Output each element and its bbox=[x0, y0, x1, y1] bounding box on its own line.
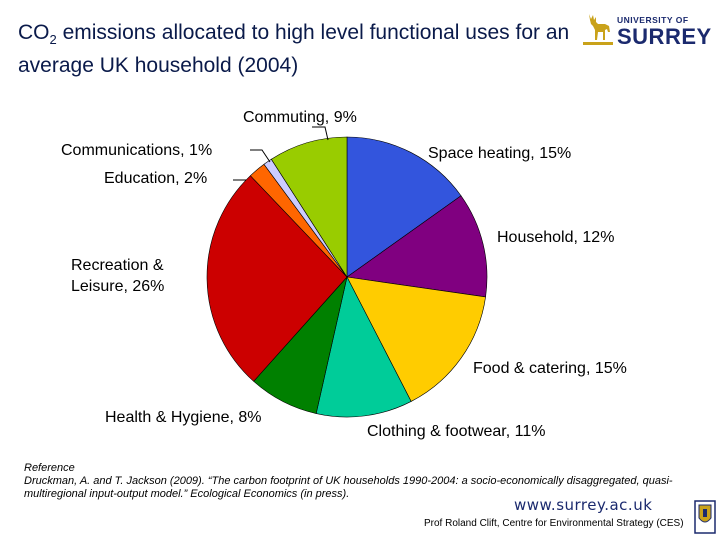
pie-slice-3 bbox=[315, 276, 412, 418]
pie-slice-1 bbox=[346, 195, 488, 298]
title-subscript: 2 bbox=[49, 32, 57, 48]
leader-line-8 bbox=[312, 126, 329, 141]
crest-icon bbox=[694, 500, 716, 534]
stag-icon bbox=[583, 14, 613, 45]
slice-label-5: Recreation & Leisure, 26% bbox=[71, 257, 164, 295]
slide-title: CO2 emissions allocated to high level fu… bbox=[18, 20, 578, 79]
reference-text: Druckman, A. and T. Jackson (2009). “The… bbox=[24, 475, 673, 500]
reference-heading: Reference bbox=[24, 462, 75, 474]
logo-line1: UNIVERSITY OF bbox=[617, 15, 689, 25]
pie-slice-8 bbox=[270, 136, 348, 279]
title-rest: emissions allocated to high level functi… bbox=[18, 21, 570, 78]
pie-slice-2 bbox=[346, 276, 486, 402]
slice-label-0: Space heating, 15% bbox=[428, 145, 571, 162]
slice-label-4: Health & Hygiene, 8% bbox=[105, 409, 262, 426]
slice-label-8: Commuting, 9% bbox=[243, 109, 357, 126]
author-credit: Prof Roland Clift, Centre for Environmen… bbox=[424, 518, 684, 529]
pie-slice-0 bbox=[346, 136, 462, 278]
university-logo: UNIVERSITY OF SURREY bbox=[583, 12, 711, 49]
title-prefix: CO bbox=[18, 21, 50, 44]
slice-label-7: Communications, 1% bbox=[61, 142, 212, 159]
leader-line-7 bbox=[250, 149, 271, 163]
slice-label-2: Food & catering, 15% bbox=[473, 360, 627, 377]
slice-label-1: Household, 12% bbox=[497, 229, 614, 246]
pie-slice-5 bbox=[206, 175, 348, 382]
logo-line2: SURREY bbox=[617, 24, 712, 49]
slice-label-3: Clothing & footwear, 11% bbox=[367, 423, 545, 440]
website-url[interactable]: www.surrey.ac.uk bbox=[514, 496, 653, 514]
reference-block: Reference Druckman, A. and T. Jackson (2… bbox=[24, 462, 684, 501]
slice-label-6: Education, 2% bbox=[104, 170, 207, 187]
